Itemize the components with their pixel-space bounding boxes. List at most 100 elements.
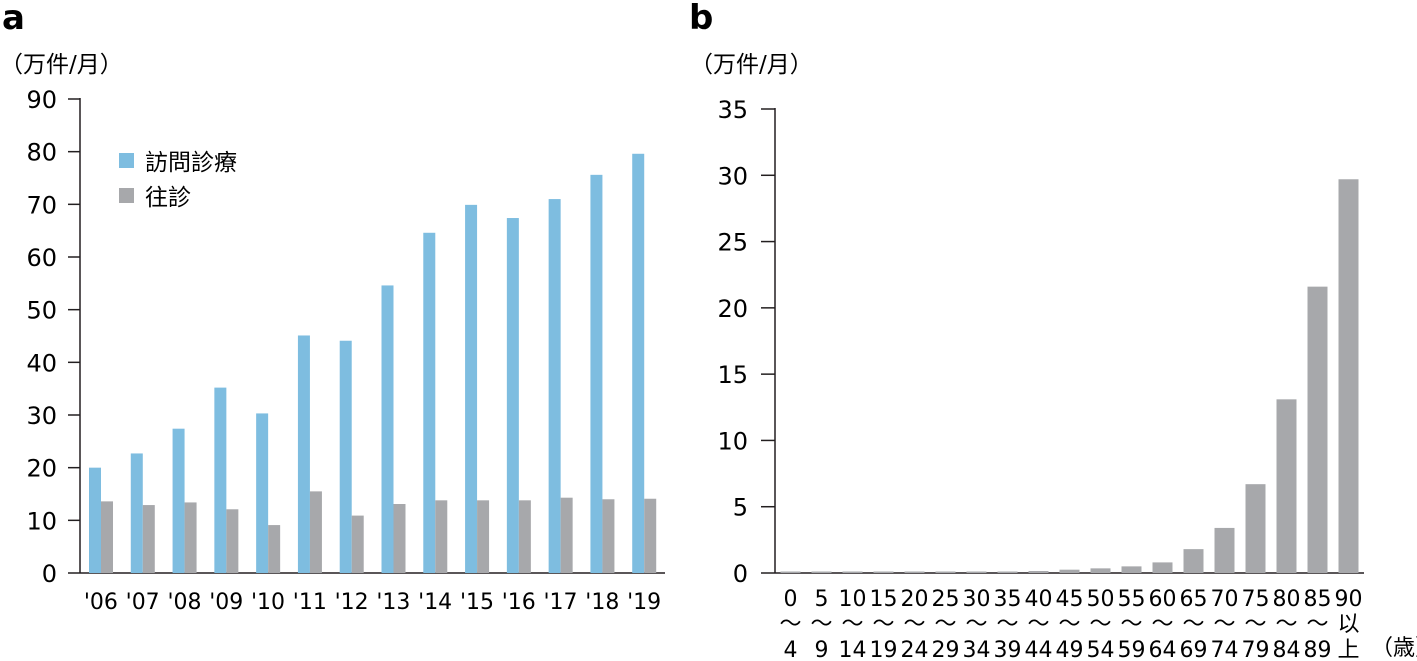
x-tick-label-b: 89 [1304,638,1332,661]
x-tick-label-b: 44 [1025,638,1053,661]
bar-visit [214,387,227,573]
x-tick-label-b: 50 [1087,587,1115,612]
x-tick-label-b: 以 [1337,612,1359,637]
bar-age [1183,549,1204,573]
panel-a-plot: 0 10 20 30 40 50 60 70 80 90 '06 '07 '08 '09 '10 '11 '12… [26,86,665,615]
x-tick-label-b: 39 [994,638,1022,661]
bar-house-call [518,500,531,573]
bar-house-call [184,502,197,573]
legend-label-house-call: 往診 [145,185,191,211]
bar-age [1121,566,1142,573]
bar-age [780,571,801,573]
x-tick-label-a: '08 [167,590,201,615]
bar-age [842,571,863,573]
bar-visit [172,428,185,573]
bar-visit [465,204,478,574]
bar-age [904,571,925,573]
legend-swatch-house-call [119,188,134,203]
y-tick-label-a: 30 [26,402,57,430]
x-tick-label-b: 5 [815,587,829,612]
y-tick-label-b: 5 [733,494,748,522]
bar-house-call [644,498,657,573]
x-tick-label-b: 〜 [1027,612,1049,637]
x-tick-label-b: 70 [1211,587,1239,612]
y-tick-label-a: 70 [26,191,57,219]
bar-visit [381,285,394,573]
x-tick-label-b: 〜 [1089,612,1111,637]
x-tick-label-b: 85 [1304,587,1332,612]
y-tick-label-b: 0 [733,560,748,588]
x-tick-label-b: 15 [870,587,898,612]
x-tick-label-b: 〜 [1120,612,1142,637]
x-tick-label-b: 45 [1056,587,1084,612]
bar-visit [632,153,645,574]
bar-visit [339,340,352,573]
bar-house-call [560,497,573,573]
x-tick-label-b: 〜 [1182,612,1204,637]
x-tick-label-a: '19 [627,590,661,615]
x-tick-label-b: 〜 [1058,612,1080,637]
bar-house-call [101,501,113,573]
x-tick-label-a: '09 [209,590,243,615]
x-tick-label-b: 〜 [841,612,863,637]
bar-visit [297,335,310,573]
x-tick-label-b: 75 [1242,587,1270,612]
bar-house-call [393,504,406,573]
x-tick-label-b: 54 [1087,638,1115,661]
x-tick-label-b: 55 [1118,587,1146,612]
bar-house-call [268,525,281,573]
x-tick-label-a: '11 [293,590,327,615]
x-tick-label-b: 84 [1273,638,1301,661]
x-tick-label-b: 〜 [1151,612,1173,637]
panel-letter-b: b [689,0,713,38]
x-tick-label-b: 79 [1242,638,1270,661]
bar-age [1245,484,1266,573]
x-tick-label-b: 80 [1273,587,1301,612]
bar-house-call [477,500,490,573]
unit-label-a: （万件/月） [0,52,123,78]
panel-b-plot: 051015202530350〜45〜910〜1415〜1920〜2425〜29… [717,96,1364,661]
bar-house-call [226,509,239,573]
x-tick-label-b: 上 [1337,638,1359,661]
x-tick-label-b: 10 [839,587,867,612]
bar-age [1059,569,1080,573]
x-tick-label-b: 64 [1149,638,1177,661]
y-tick-label-a: 10 [26,507,57,535]
x-tick-label-b: 〜 [965,612,987,637]
x-tick-label-a: '13 [376,590,410,615]
y-tick-label-a: 0 [42,560,57,588]
x-tick-label-b: 〜 [1244,612,1266,637]
x-tick-label-b: 24 [901,638,929,661]
bar-age [1214,527,1235,573]
y-tick-label-a: 80 [26,139,57,167]
x-tick-label-a: '10 [251,590,285,615]
x-tick-label-b: 40 [1025,587,1053,612]
y-tick-label-a: 20 [26,455,57,483]
y-tick-label-a: 90 [26,86,57,114]
x-tick-label-b: 0 [784,587,798,612]
bar-house-call [351,515,364,573]
bar-house-call [602,499,615,573]
x-tick-label-b: 65 [1180,587,1208,612]
legend-a: 訪問診療 往診 [119,150,237,211]
y-tick-label-b: 20 [717,295,748,323]
bar-age [1338,179,1359,573]
y-tick-label-b: 30 [717,162,748,190]
bar-visit [130,453,143,573]
bar-age [1090,568,1111,573]
x-tick-label-a: '17 [544,590,578,615]
bar-age [873,571,894,573]
y-tick-label-a: 40 [26,349,57,377]
bar-age [966,571,987,573]
x-tick-label-b: 14 [839,638,867,661]
x-tick-label-b: 〜 [810,612,832,637]
x-tick-label-a: '16 [502,590,536,615]
x-tick-label-b: 90 [1335,587,1363,612]
x-tick-label-b: 4 [784,638,798,661]
y-tick-label-a: 60 [26,244,57,272]
bar-age [811,571,832,573]
bar-visit [89,467,101,573]
y-tick-label-b: 15 [717,361,748,389]
x-tick-label-b: 〜 [1213,612,1235,637]
